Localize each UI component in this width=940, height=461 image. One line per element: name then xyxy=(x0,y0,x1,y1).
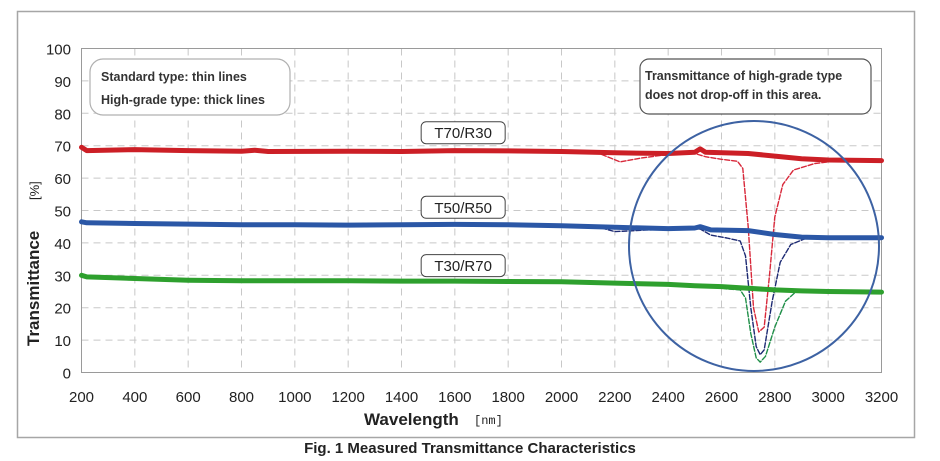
series-lines xyxy=(79,144,884,363)
series-label: T30/R70 xyxy=(434,258,492,275)
x-tick-label: 3000 xyxy=(811,389,844,406)
x-tick-label: 2800 xyxy=(758,389,791,406)
annotation-line-2: does not drop-off in this area. xyxy=(645,88,821,102)
series-label: T50/R50 xyxy=(434,200,492,217)
series-label-box xyxy=(420,121,506,145)
y-tick-label: 60 xyxy=(54,171,71,188)
y-tick-label: 70 xyxy=(54,139,71,156)
y-tick-label: 100 xyxy=(46,42,71,59)
y-tick-label: 50 xyxy=(54,204,71,221)
series-label-box xyxy=(420,195,506,219)
x-tick-label: 2200 xyxy=(598,389,631,406)
y-tick-label: 90 xyxy=(54,74,71,91)
series-label-box xyxy=(420,254,506,278)
y-axis-unit: [%] xyxy=(27,181,42,200)
x-tick-label: 1800 xyxy=(491,389,524,406)
y-axis-title: Transmittance xyxy=(24,231,43,346)
x-tick-label: 800 xyxy=(229,389,254,406)
series-line-t50-r50-high-grade xyxy=(79,219,884,241)
y-tick-label: 30 xyxy=(54,268,71,285)
legend-line-high-grade: High-grade type: thick lines xyxy=(101,93,265,107)
legend-line-standard: Standard type: thin lines xyxy=(101,70,247,84)
annotation-line-1: Transmittance of high-grade type xyxy=(645,69,842,83)
x-tick-label: 1200 xyxy=(331,389,364,406)
x-tick-label: 1600 xyxy=(438,389,471,406)
x-axis-unit: [nm] xyxy=(474,414,503,428)
y-tick-label: 80 xyxy=(54,106,71,123)
series-line-t30-r70-high-grade xyxy=(79,272,884,295)
y-tick-label: 10 xyxy=(54,333,71,350)
annotation-box: Transmittance of high-grade type does no… xyxy=(639,58,872,115)
y-tick-label: 40 xyxy=(54,236,71,253)
y-tick-label: 0 xyxy=(63,366,71,383)
x-axis-title: Wavelength xyxy=(364,410,459,429)
x-tick-label: 1400 xyxy=(385,389,418,406)
x-tick-label: 1000 xyxy=(278,389,311,406)
series-line-t70-r30-high-grade xyxy=(79,144,884,164)
x-tick-label: 2600 xyxy=(705,389,738,406)
x-tick-label: 600 xyxy=(176,389,201,406)
series-labels: T70/R30 T50/R50 T30/R70 xyxy=(420,121,506,278)
x-tick-label: 2000 xyxy=(545,389,578,406)
series-line-t70-r30-standard xyxy=(600,152,829,333)
legend-box: Standard type: thin lines High-grade typ… xyxy=(89,58,291,116)
y-tick-label: 20 xyxy=(54,301,71,318)
y-tick-labels: 0 10 20 30 40 50 60 70 80 90 100 xyxy=(46,42,71,383)
highlight-circle xyxy=(628,120,880,372)
x-tick-labels: 200 400 600 800 1000 1200 1400 1600 1800 2000 2200… xyxy=(69,389,898,406)
plot-area-border xyxy=(81,48,882,373)
x-tick-label: 400 xyxy=(122,389,147,406)
x-tick-label: 200 xyxy=(69,389,94,406)
x-tick-label: 2400 xyxy=(651,389,684,406)
series-label: T70/R30 xyxy=(434,125,492,142)
figure-caption: Fig. 1 Measured Transmittance Characteri… xyxy=(304,440,636,457)
x-tick-label: 3200 xyxy=(865,389,898,406)
